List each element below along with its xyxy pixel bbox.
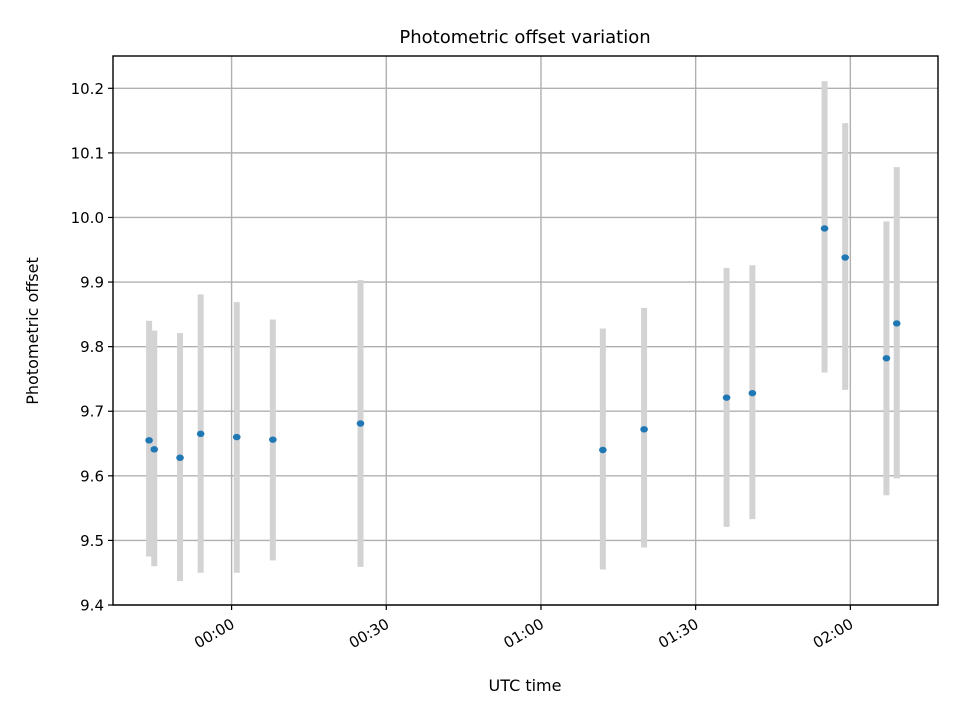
y-tick-label: 9.4 [80,597,104,615]
chart-title: Photometric offset variation [399,27,650,48]
data-point [196,430,205,438]
y-axis-ticks: 9.4 9.5 9.6 9.7 9.8 9.9 10.0 10.1 10.2 [71,80,113,615]
y-tick-label: 10.1 [71,144,104,162]
data-point [145,437,153,444]
y-tick-label: 10.0 [71,209,104,227]
data-point [722,394,731,401]
data-point [841,254,849,261]
point-layer [145,225,901,461]
data-point [176,454,184,461]
plot-frame [112,55,939,606]
y-tick-label: 9.7 [80,403,104,421]
y-tick-label: 10.2 [71,80,104,98]
data-point [640,426,648,433]
data-point [892,320,901,327]
x-tick-label: 00:00 [191,615,237,652]
y-axis-label: Photometric offset [23,257,42,405]
x-tick-label: 01:00 [501,615,547,652]
y-tick-label: 9.8 [80,338,104,356]
data-point [820,225,829,232]
data-point [150,446,159,453]
data-point [599,446,607,454]
data-point [269,436,277,443]
x-axis-label: UTC time [489,676,562,695]
data-point [748,389,757,397]
data-point [882,355,891,362]
data-point [356,420,365,427]
y-tick-label: 9.5 [80,532,104,550]
x-tick-label: 00:30 [346,615,392,652]
x-tick-label: 01:30 [655,615,701,652]
x-tick-label: 02:00 [810,615,856,652]
y-tick-label: 9.6 [80,467,104,485]
y-tick-label: 9.9 [80,274,104,292]
x-axis-ticks: 00:00 00:30 01:00 01:30 02:00 [191,605,856,652]
data-point [232,433,241,441]
errorbar-layer [146,81,900,582]
